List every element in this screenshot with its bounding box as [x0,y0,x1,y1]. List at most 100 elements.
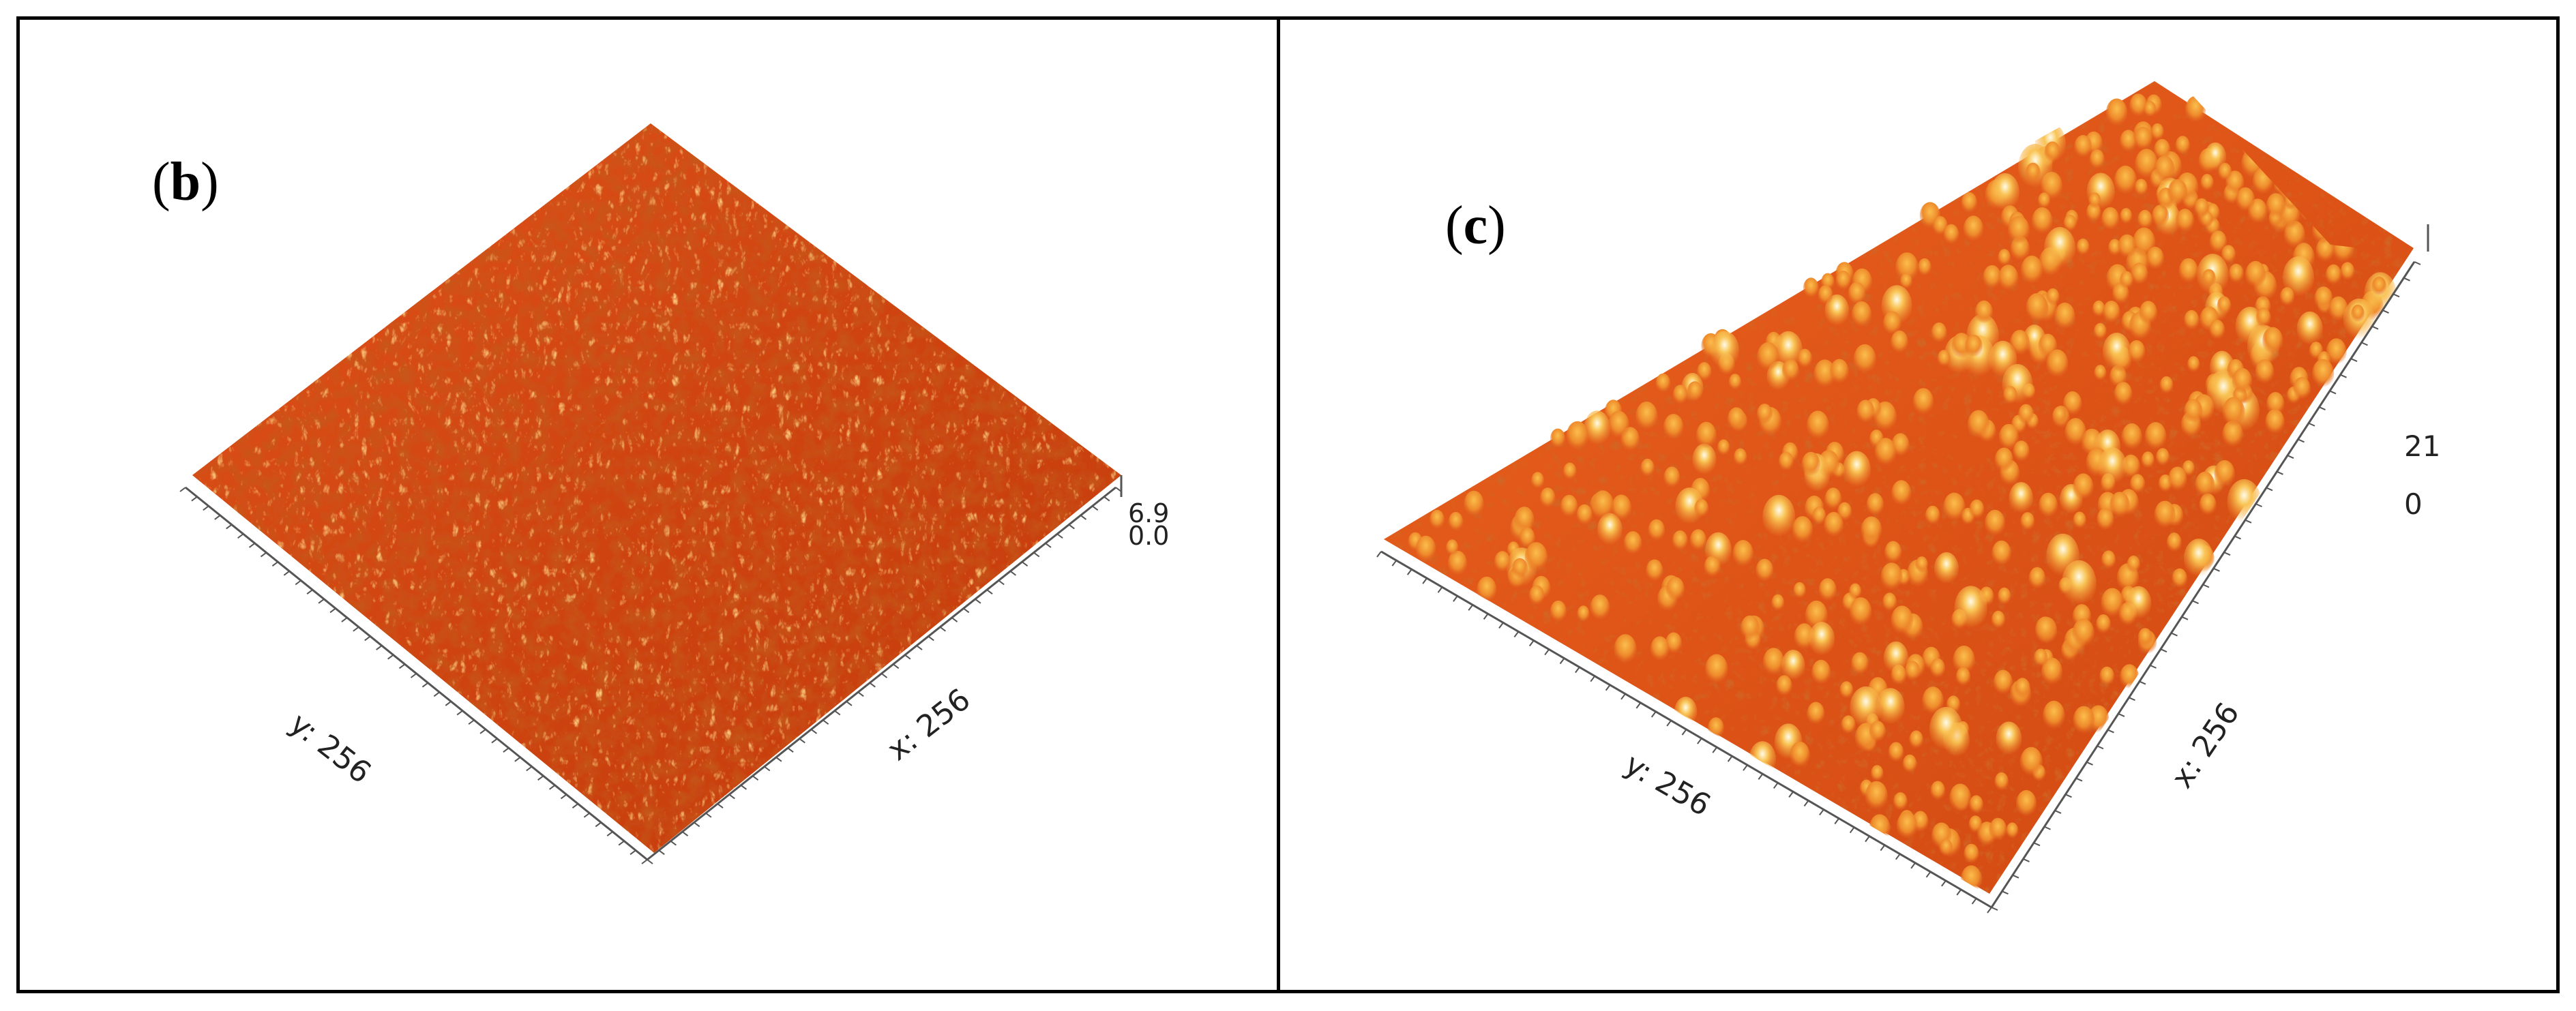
surface-grain [1591,490,1614,521]
surface-grain [2120,130,2137,153]
surface-grain [2046,288,2060,307]
surface-grain [1876,688,1905,727]
surface-grain [2108,239,2122,257]
axis-tick [398,663,406,669]
surface-grain [2144,422,2167,452]
surface-grain [1853,344,1876,375]
surface-grain [1707,717,1724,740]
surface-grain [2121,423,2142,451]
axis-tick [1758,773,1764,780]
axis-tick [364,635,371,642]
surface-grain [2006,822,2019,839]
axis-tick [2150,664,2157,669]
surface-grain [2255,359,2275,385]
axis-ticks-b [179,487,1122,864]
surface-grain [2094,365,2107,382]
surface-grain [1837,502,1852,522]
axis-tick [2361,342,2368,346]
axis-tick [1788,791,1794,798]
surface-grain [2255,307,2271,329]
surface-grain [1528,585,1545,607]
surface-grain [2009,482,2033,515]
surface-grain [1994,772,2009,792]
axis-tick [2255,503,2262,508]
surface-grain [2010,329,2030,357]
axis-tick [1681,729,1687,736]
axis-tick [1068,524,1075,530]
surface-grain [1851,652,1869,676]
axis-tick [916,645,923,650]
surface-grain [2127,339,2146,364]
axis-tick [2075,777,2083,782]
surface-grain [1550,600,1567,623]
axis-tick [2097,745,2104,750]
surface-grain [1697,362,1712,382]
axis-tick [376,645,383,650]
surface-grain [1929,707,1963,753]
surface-grain [1896,811,1918,841]
afm-surface-plot-b [179,123,1123,864]
surface-grain [2073,706,2095,736]
surface-grain [1415,535,1436,563]
surface-grain [2328,296,2348,323]
surface-grain [1955,667,1971,687]
axis-tick [1376,551,1382,558]
surface-grain [1851,301,1872,329]
axis-tick [752,775,759,781]
axis-tick [869,682,876,688]
axis-tick [728,794,735,800]
axis-tick [1575,667,1580,674]
axis-tick [456,710,463,716]
axis-tick [2393,293,2400,298]
surface-grain [1917,258,1931,277]
surface-grain [2043,700,2065,731]
z-scale-max-c: 21 [2404,429,2441,463]
surface-grain [1983,265,2002,290]
axis-tick [283,571,290,576]
axis-tick [1605,684,1611,691]
surface-grain [2214,459,2235,488]
surface-grain [2073,473,2094,502]
axis-tick [2223,552,2231,556]
surface-grain [1888,742,1904,764]
surface-grain [2217,296,2232,316]
surface-grain [2131,262,2148,286]
axis-tick [248,543,256,548]
surface-grain [2101,207,2120,232]
surface-grain [1727,407,1746,432]
axis-tick [1422,577,1427,584]
surface-grain [1614,634,1637,665]
surface-grain [2195,471,2215,499]
surface-grain [1762,494,1796,539]
surface-grain [1732,540,1753,569]
axis-tick [694,821,700,828]
surface-grain [1865,781,1888,812]
surface-grain [2101,550,2116,570]
surface-b-light-texture [192,123,1121,853]
surface-grain [2114,382,2133,407]
surface-grain [1850,686,1882,730]
axis-tick [2181,616,2189,620]
axis-tick [537,775,544,781]
axis-tick [618,840,625,846]
axis-tick [1483,613,1489,620]
panel-label-c-letter: c [1463,196,1488,256]
surface-grain [1710,331,1739,370]
surface-grain [1866,493,1884,517]
surface-grain [1963,215,1984,243]
surface-grain [1566,421,1589,452]
axis-tick [2202,584,2210,588]
axis-tick [1971,898,1977,905]
surface-grain [2139,301,2158,326]
surface-grain [1776,675,1792,697]
surface-grain [1824,487,1842,511]
surface-grain [1997,587,2011,606]
surface-grain [2266,193,2286,220]
surface-grain [2093,322,2107,341]
axis-tick [1991,907,1998,911]
surface-grain [2154,155,2175,183]
surface-grain [2002,386,2017,406]
axis-tick [2350,358,2358,362]
axis-tick [1056,533,1063,539]
